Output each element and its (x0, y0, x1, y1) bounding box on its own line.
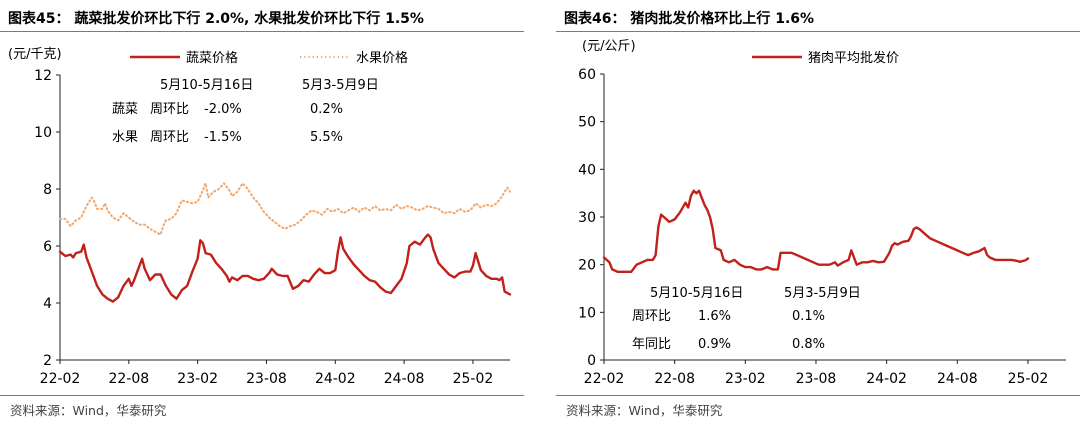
y-tick-label: 60 (578, 67, 596, 83)
y-tick-label: 30 (578, 210, 596, 226)
x-tick-label: 22-02 (584, 371, 625, 387)
x-tick-label: 23-08 (796, 371, 837, 387)
annotation-previous: 5.5% (310, 130, 343, 145)
series-line-水果价格 (59, 182, 511, 236)
y-axis-label: (元/千克) (8, 47, 62, 62)
annotation-item: 水果 (112, 130, 138, 145)
x-tick-label: 23-02 (725, 371, 766, 387)
title-rule (556, 31, 1080, 32)
y-tick-label: 2 (43, 353, 52, 369)
annotation-metric: 周环比 (150, 130, 189, 145)
figure-title: 图表45： 蔬菜批发价环比下行 2.0%, 水果批发价环比下行 1.5% (8, 11, 424, 27)
annotation-previous: 0.8% (792, 337, 825, 352)
annotation-metric: 周环比 (632, 309, 671, 324)
source-rule (556, 395, 1080, 396)
x-tick-label: 23-02 (177, 371, 218, 387)
annotation-header-current: 5月10-5月16日 (160, 78, 253, 93)
y-tick-label: 50 (578, 115, 596, 131)
annotation-metric: 年同比 (632, 337, 671, 352)
title-rule (0, 31, 524, 32)
y-tick-label: 20 (578, 258, 596, 274)
x-tick-label: 22-02 (40, 371, 81, 387)
annotation-header-current: 5月10-5月16日 (650, 286, 743, 301)
x-tick-label: 24-02 (866, 371, 907, 387)
series-line-猪肉平均批发价 (602, 189, 1030, 273)
y-tick-label: 6 (43, 239, 52, 255)
y-tick-label: 8 (43, 182, 52, 198)
x-tick-label: 24-08 (937, 371, 978, 387)
annotation-current: -2.0% (204, 102, 242, 117)
x-tick-label: 25-02 (1008, 371, 1049, 387)
x-tick-label: 24-02 (315, 371, 356, 387)
annotation-previous: 0.1% (792, 309, 825, 324)
source-note: 资料来源：Wind，华泰研究 (10, 403, 167, 418)
x-tick-label: 24-08 (384, 371, 425, 387)
annotation-current: -1.5% (204, 130, 242, 145)
chart-panel-pork: 图表46： 猪肉批发价格环比上行 1.6% 0 10 20 30 40 50 60 (元/公斤… (556, 0, 1080, 426)
series-line-蔬菜价格 (58, 233, 512, 303)
figure-title: 图表46： 猪肉批发价格环比上行 1.6% (564, 11, 815, 27)
y-tick-label: 0 (587, 353, 596, 369)
y-tick-label: 10 (578, 305, 596, 321)
veg-fruit-chart: 2 4 6 8 10 12 (元/千克) 22-02 22-08 23-02 23-08 24-02 2… (8, 47, 512, 387)
y-axis-label: (元/公斤) (582, 39, 636, 54)
pork-chart: 0 10 20 30 40 50 60 (元/公斤) 22-02 22-08 23-02 23-08 2… (578, 39, 1066, 387)
x-tick-label: 25-02 (453, 371, 494, 387)
source-note: 资料来源：Wind，华泰研究 (566, 403, 723, 418)
source-rule (0, 395, 524, 396)
x-tick-label: 23-08 (246, 371, 287, 387)
y-tick-label: 12 (34, 68, 52, 84)
y-tick-label: 40 (578, 162, 596, 178)
legend-label: 水果价格 (356, 50, 408, 66)
x-tick-label: 22-08 (108, 371, 149, 387)
annotation-current: 0.9% (698, 337, 731, 352)
x-tick-label: 22-08 (654, 371, 695, 387)
legend-label: 蔬菜价格 (186, 50, 238, 66)
legend-label: 猪肉平均批发价 (808, 50, 899, 66)
annotation-header-previous: 5月3-5月9日 (784, 286, 861, 301)
annotation-current: 1.6% (698, 309, 731, 324)
chart-panel-veg-fruit: 图表45： 蔬菜批发价环比下行 2.0%, 水果批发价环比下行 1.5% 2 4 6… (0, 0, 530, 426)
annotation-header-previous: 5月3-5月9日 (302, 78, 379, 93)
annotation-previous: 0.2% (310, 102, 343, 117)
annotation-metric: 周环比 (150, 102, 189, 117)
y-tick-label: 10 (34, 125, 52, 141)
y-tick-label: 4 (43, 296, 52, 312)
annotation-item: 蔬菜 (112, 102, 138, 117)
